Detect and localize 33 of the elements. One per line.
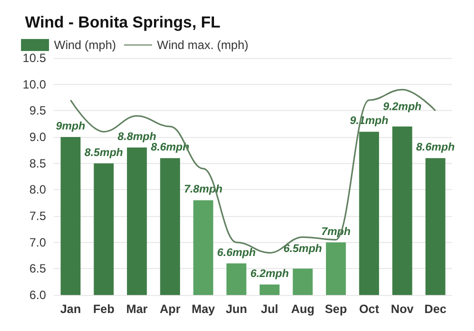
legend-label: Wind max. (mph) [157, 38, 248, 52]
y-tick-label: 6.0 [29, 288, 46, 302]
data-label: 9mph [56, 120, 86, 132]
x-tick-label: Jul [260, 302, 278, 316]
x-tick-label: Apr [160, 302, 181, 316]
x-tick-label: Aug [291, 302, 314, 316]
x-tick-label: Mar [126, 302, 148, 316]
y-tick-label: 6.5 [29, 262, 46, 276]
x-tick-label: Nov [390, 302, 414, 316]
x-tick-label: Jun [226, 302, 248, 316]
data-label: 6.6mph [217, 246, 256, 259]
data-label: 6.2mph [250, 268, 290, 280]
y-tick-label: 8.5 [29, 156, 46, 170]
data-label: 6.5mph [283, 243, 322, 256]
data-label: 9.2mph [382, 100, 422, 113]
x-tick-label: May [192, 302, 216, 316]
legend-label: Wind (mph) [54, 38, 116, 52]
x-tick-label: Jan [60, 302, 81, 316]
data-label: 8.6mph [416, 142, 455, 154]
data-label: 8.8mph [118, 131, 156, 144]
y-tick-label: 9.5 [29, 104, 46, 118]
y-tick-label: 10.5 [22, 51, 46, 65]
y-tick-label: 9.0 [29, 130, 46, 144]
y-tick-label: 10.0 [22, 77, 46, 92]
x-tick-label: Oct [359, 302, 380, 316]
x-tick-label: Sep [324, 302, 347, 316]
x-tick-label: Feb [93, 302, 114, 316]
y-tick-label: 8.0 [29, 182, 46, 197]
y-tick-label: 7.0 [29, 235, 46, 250]
x-tick-label: Dec [424, 302, 447, 316]
y-tick-label: 7.5 [29, 209, 46, 223]
chart-title: Wind - Bonita Springs, FL [25, 14, 221, 32]
data-label: 8.5mph [84, 146, 124, 159]
